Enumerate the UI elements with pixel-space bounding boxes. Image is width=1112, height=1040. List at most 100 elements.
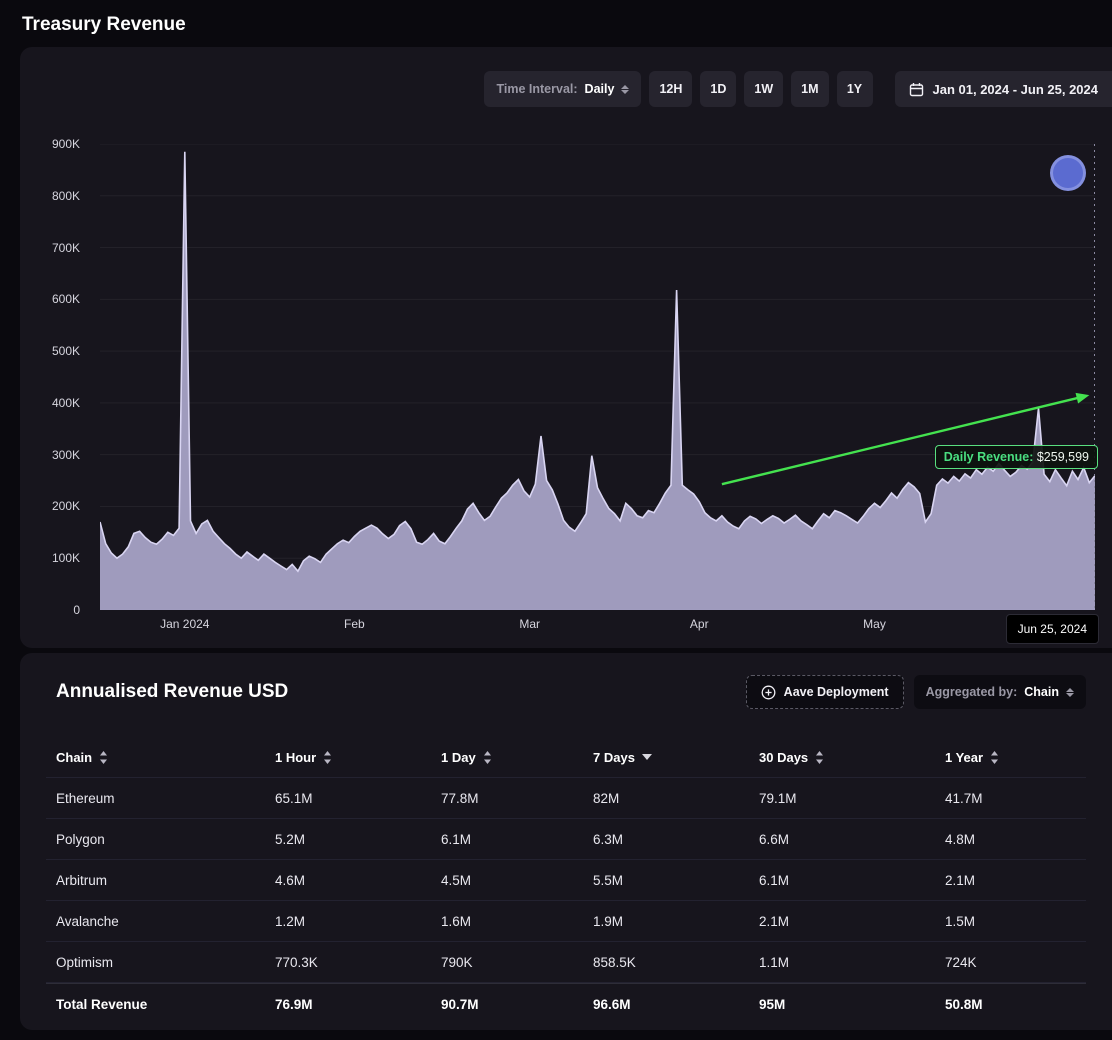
x-tick-label: Apr [690,617,709,631]
column-label: 7 Days [593,750,635,765]
cell-value: 770.3K [275,955,441,970]
cell-value: 2.1M [759,914,945,929]
cell-value: 6.3M [593,832,759,847]
cell-value: 6.6M [759,832,945,847]
cell-value: 50.8M [945,997,1076,1012]
column-header-1-year[interactable]: 1 Year [945,750,1076,765]
total-revenue-row: Total Revenue76.9M90.7M96.6M95M50.8M [46,983,1086,1024]
table-row-optimism: Optimism770.3K790K858.5K1.1M724K [46,942,1086,983]
x-axis-labels: Jan 2024 Feb Mar Apr May [100,610,1095,640]
cell-value: 79.1M [759,791,945,806]
table-row-arbitrum: Arbitrum4.6M4.5M5.5M6.1M2.1M [46,860,1086,901]
column-header-30-days[interactable]: 30 Days [759,750,945,765]
annualised-revenue-panel: Annualised Revenue USD Aave Deployment A… [20,653,1112,1030]
watermark-logo-circle [1050,155,1086,191]
x-tick-label: May [863,617,886,631]
chart-tooltip: Daily Revenue: $259,599 [935,445,1098,469]
cell-value: 1.2M [275,914,441,929]
cell-value: 6.1M [441,832,593,847]
table-row-ethereum: Ethereum65.1M77.8M82M79.1M41.7M [46,778,1086,819]
cell-value: 65.1M [275,791,441,806]
table-body: Ethereum65.1M77.8M82M79.1M41.7MPolygon5.… [46,778,1086,1024]
y-tick-label: 0 [73,603,80,617]
aave-deployment-button[interactable]: Aave Deployment [746,675,904,709]
revenue-chart[interactable]: 900K800K700K600K500K400K300K200K100K0 Ja… [100,144,1095,610]
column-label: 1 Year [945,750,983,765]
column-header-chain[interactable]: Chain [56,750,275,765]
caret-down-icon [642,754,652,760]
cell-value: 4.8M [945,832,1076,847]
x-cursor-date-label: Jun 25, 2024 [1006,614,1099,644]
time-interval-value: Daily [585,82,615,96]
interval-button-1m[interactable]: 1M [791,71,828,107]
y-tick-label: 600K [52,292,80,306]
cell-value: 4.6M [275,873,441,888]
cell-value: 5.2M [275,832,441,847]
cell-chain: Optimism [56,955,275,970]
y-tick-label: 400K [52,396,80,410]
cell-value: 6.1M [759,873,945,888]
aggregated-by-value: Chain [1024,685,1059,699]
column-header-1-hour[interactable]: 1 Hour [275,750,441,765]
y-tick-label: 200K [52,499,80,513]
table-title: Annualised Revenue USD [46,681,288,703]
cell-chain: Polygon [56,832,275,847]
column-label: Chain [56,750,92,765]
sort-updown-icon [483,751,492,764]
interval-button-12h[interactable]: 12H [649,71,692,107]
column-label: 1 Day [441,750,476,765]
cell-chain: Ethereum [56,791,275,806]
y-tick-label: 700K [52,241,80,255]
table-row-polygon: Polygon5.2M6.1M6.3M6.6M4.8M [46,819,1086,860]
aggregated-by-label: Aggregated by: [926,685,1018,699]
cell-value: 95M [759,997,945,1012]
column-header-1-day[interactable]: 1 Day [441,750,593,765]
y-tick-label: 300K [52,448,80,462]
interval-button-1w[interactable]: 1W [744,71,783,107]
sort-updown-icon [323,751,332,764]
column-label: 1 Hour [275,750,316,765]
cell-value: 1.9M [593,914,759,929]
y-tick-label: 900K [52,137,80,151]
cell-value: 90.7M [441,997,593,1012]
interval-button-1d[interactable]: 1D [700,71,736,107]
time-interval-label: Time Interval: [496,82,577,96]
plus-circle-icon [761,685,776,700]
interval-button-1y[interactable]: 1Y [837,71,873,107]
cell-value: 77.8M [441,791,593,806]
revenue-table: Chain 1 Hour 1 Day 7 Days 30 Days1 Year Ethe… [46,737,1086,1024]
tooltip-value: $259,599 [1037,450,1089,464]
y-axis-labels: 900K800K700K600K500K400K300K200K100K0 [30,144,88,610]
area-chart-svg [100,144,1095,610]
cell-value: 1.1M [759,955,945,970]
column-header-7-days[interactable]: 7 Days [593,750,759,765]
chart-controls: Time Interval: Daily 12H 1D 1W 1M 1Y Jan… [20,47,1112,107]
date-range-button[interactable]: Jan 01, 2024 - Jun 25, 2024 [895,71,1112,107]
time-interval-select[interactable]: Time Interval: Daily [484,71,641,107]
x-tick-label: Mar [519,617,540,631]
y-tick-label: 800K [52,189,80,203]
x-tick-label: Jan 2024 [160,617,209,631]
sort-updown-icon [990,751,999,764]
date-range-text: Jan 01, 2024 - Jun 25, 2024 [933,82,1099,97]
cell-chain: Avalanche [56,914,275,929]
cell-value: 858.5K [593,955,759,970]
chevron-updown-icon [621,85,629,94]
cell-chain: Arbitrum [56,873,275,888]
cell-value: 41.7M [945,791,1076,806]
cell-value: 724K [945,955,1076,970]
table-header-row: Chain 1 Hour 1 Day 7 Days 30 Days1 Year [46,737,1086,778]
aave-deployment-label: Aave Deployment [784,685,889,699]
cell-value: 790K [441,955,593,970]
x-tick-label: Feb [344,617,365,631]
cell-value: 1.5M [945,914,1076,929]
cell-value: 96.6M [593,997,759,1012]
cell-value: 4.5M [441,873,593,888]
aggregated-by-select[interactable]: Aggregated by: Chain [914,675,1086,709]
cell-value: 1.6M [441,914,593,929]
cell-chain: Total Revenue [56,997,275,1012]
sort-updown-icon [99,751,108,764]
table-row-avalanche: Avalanche1.2M1.6M1.9M2.1M1.5M [46,901,1086,942]
calendar-icon [909,82,924,97]
y-tick-label: 500K [52,344,80,358]
